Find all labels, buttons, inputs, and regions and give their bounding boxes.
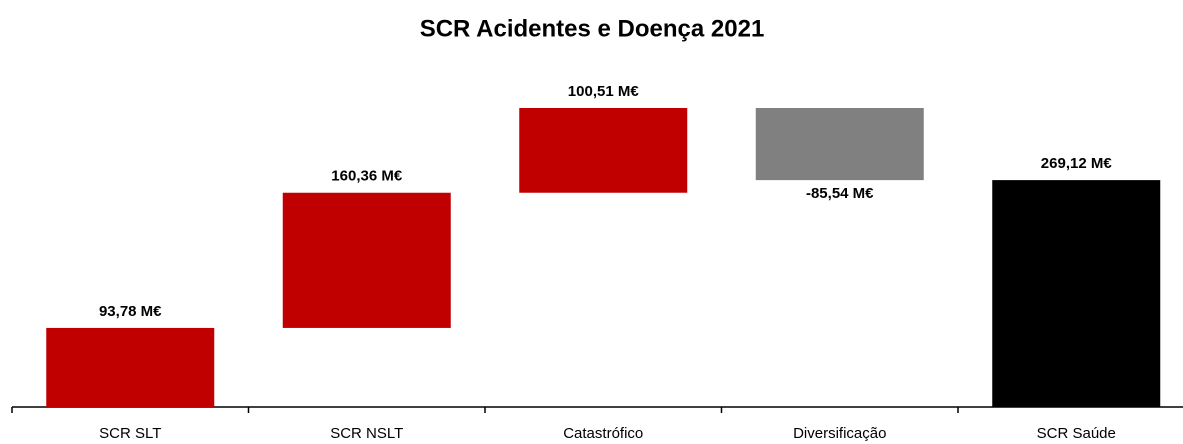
value-label: -85,54 M€ [806,185,874,202]
x-tick-label: SCR SLT [99,425,161,442]
bar [46,327,215,407]
x-tick-label: SCR NSLT [330,425,403,442]
bar [282,192,451,328]
x-tick-label: Diversificação [793,425,886,442]
value-label: 160,36 M€ [331,168,403,185]
x-tick-label: Catastrófico [563,425,643,442]
value-label: 100,51 M€ [568,83,640,100]
bar [992,180,1161,407]
bar [755,108,924,181]
x-tick-label: SCR Saúde [1037,425,1116,442]
value-label: 93,78 M€ [99,303,162,320]
value-label: 269,12 M€ [1041,155,1113,172]
chart-title: SCR Acidentes e Doença 2021 [420,15,765,42]
bar [519,108,688,193]
